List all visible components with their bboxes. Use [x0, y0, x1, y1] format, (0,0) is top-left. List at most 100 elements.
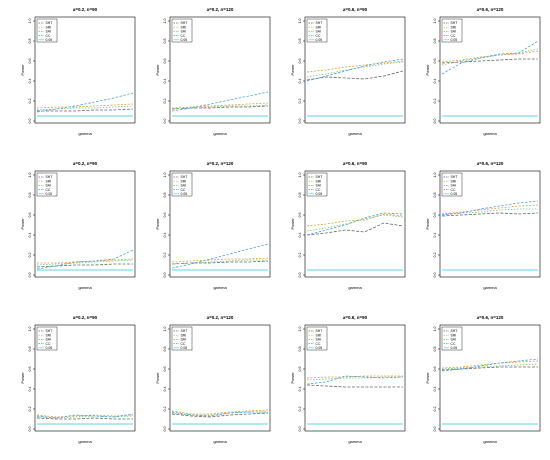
y-axis-label: Power — [155, 372, 160, 384]
legend-label: CC — [451, 34, 456, 38]
legend-label: CC — [181, 34, 186, 38]
series-line-SAI — [306, 214, 404, 232]
legend-label: SHT — [316, 175, 323, 179]
y-tick-label: 1.0 — [163, 327, 167, 332]
y-tick-label: 0.4 — [28, 387, 32, 392]
legend-label: SHT — [46, 329, 53, 333]
series-line-SRI — [306, 60, 404, 73]
y-tick-label: 0.2 — [298, 99, 302, 104]
panel-title: a=0.2, n=120 — [207, 7, 234, 12]
plot-frame — [169, 16, 271, 124]
legend-box — [441, 172, 463, 197]
plot-frame — [439, 324, 541, 432]
legend-label: SAI — [451, 338, 457, 342]
legend-label: SHT — [46, 21, 53, 25]
panel-4: a=0.6, n=120 0.0 0.2 0.4 0.6 0.8 1.0 Power gamma… — [425, 7, 541, 136]
y-tick-label: 0.0 — [433, 119, 437, 124]
panel-2: a=0.2, n=120 0.0 0.2 0.4 0.6 0.8 1.0 Power gamma… — [155, 7, 271, 136]
y-tick-label: 0.8 — [298, 347, 302, 352]
y-tick-label: 0.8 — [298, 193, 302, 198]
panel-title: a=0.2, n=120 — [207, 315, 234, 320]
panel-title: a=0.6, n=120 — [477, 161, 504, 166]
legend-label: SHT — [181, 175, 188, 179]
panel-title: a=0.2, n=90 — [73, 7, 98, 12]
x-axis-label: gamma — [78, 285, 92, 290]
series-line-CC — [171, 91, 269, 112]
y-tick-label: 0.0 — [163, 119, 167, 124]
legend-label: SRI — [181, 179, 187, 183]
plot-frame — [304, 324, 406, 432]
legend-label: SAI — [181, 184, 187, 188]
legend-label: SRI — [451, 333, 457, 337]
panel-8: a=0.6, n=120 0.0 0.2 0.4 0.6 0.8 1.0 Power gamma… — [425, 161, 541, 290]
y-tick-label: 0.8 — [163, 39, 167, 44]
panel-1: a=0.2, n=90 0.0 0.2 0.4 0.6 0.8 1.0 Power gamma S… — [20, 7, 136, 136]
legend-label: 0.05 — [451, 38, 458, 42]
series-line-CC — [306, 212, 404, 236]
series-line-CC — [36, 92, 134, 113]
legend-label: CC — [46, 342, 51, 346]
y-axis-label: Power — [155, 64, 160, 76]
series-line-SAI — [171, 259, 268, 265]
legend-box — [36, 172, 58, 197]
series-line-SAI — [441, 48, 539, 66]
legend-label: SRI — [181, 25, 187, 29]
y-axis-label: Power — [290, 218, 295, 230]
legend-label: CC — [451, 188, 456, 192]
y-tick-label: 0.6 — [28, 59, 32, 64]
y-tick-label: 0.4 — [433, 387, 437, 392]
legend-label: SHT — [181, 21, 188, 25]
series-line-SAI — [441, 363, 539, 370]
y-tick-label: 0.4 — [163, 79, 167, 84]
legend-label: 0.05 — [181, 192, 188, 196]
legend-label: CC — [316, 34, 321, 38]
series-line-SRI — [441, 50, 539, 63]
y-tick-label: 0.2 — [433, 407, 437, 412]
legend-label: 0.05 — [316, 38, 323, 42]
legend-label: SAI — [46, 184, 52, 188]
legend-label: SHT — [451, 175, 458, 179]
y-tick-label: 0.4 — [298, 79, 302, 84]
y-axis-label: Power — [425, 64, 430, 76]
plot-frame — [439, 170, 541, 278]
legend-label: SAI — [181, 338, 187, 342]
legend-label: 0.05 — [451, 346, 458, 350]
legend-label: 0.05 — [316, 346, 323, 350]
y-axis-label: Power — [155, 218, 160, 230]
y-tick-label: 0.8 — [433, 347, 437, 352]
legend-label: SHT — [451, 329, 458, 333]
series-line-SHT — [306, 222, 404, 236]
y-tick-label: 0.2 — [433, 253, 437, 258]
x-axis-label: gamma — [348, 285, 362, 290]
y-tick-label: 0.6 — [163, 59, 167, 64]
series-line-SRI — [36, 103, 134, 109]
x-axis-label: gamma — [78, 439, 92, 444]
y-tick-label: 0.4 — [163, 387, 167, 392]
legend-label: CC — [181, 342, 186, 346]
y-tick-label: 0.2 — [163, 407, 167, 412]
y-tick-label: 0.8 — [298, 39, 302, 44]
legend-label: SHT — [316, 329, 323, 333]
y-tick-label: 1.0 — [28, 327, 32, 332]
y-tick-label: 0.0 — [28, 273, 32, 278]
y-tick-label: 0.8 — [163, 193, 167, 198]
plot-frame — [34, 324, 136, 432]
y-tick-label: 0.8 — [433, 193, 437, 198]
x-axis-label: gamma — [348, 131, 362, 136]
panel-5: a=0.2, n=90 0.0 0.2 0.4 0.6 0.8 1.0 Power gamma S… — [20, 161, 136, 290]
y-tick-label: 0.8 — [163, 347, 167, 352]
panel-3: a=0.6, n=90 0.0 0.2 0.4 0.6 0.8 1.0 Power gamma S… — [290, 7, 406, 136]
legend-label: 0.05 — [46, 192, 53, 196]
series-line-CC — [441, 40, 539, 75]
legend-label: SRI — [46, 25, 52, 29]
legend-label: SRI — [46, 333, 52, 337]
y-tick-label: 1.0 — [28, 19, 32, 24]
series-line-SHT — [37, 108, 134, 112]
plot-frame — [169, 170, 271, 278]
panel-12: a=0.6, n=120 0.0 0.2 0.4 0.6 0.8 1.0 Power gamma… — [425, 315, 541, 444]
y-tick-label: 0.6 — [298, 59, 302, 64]
legend-box — [171, 172, 193, 197]
y-tick-label: 0.2 — [28, 407, 32, 412]
series-line-SRI — [306, 213, 404, 227]
legend-label: 0.05 — [451, 192, 458, 196]
